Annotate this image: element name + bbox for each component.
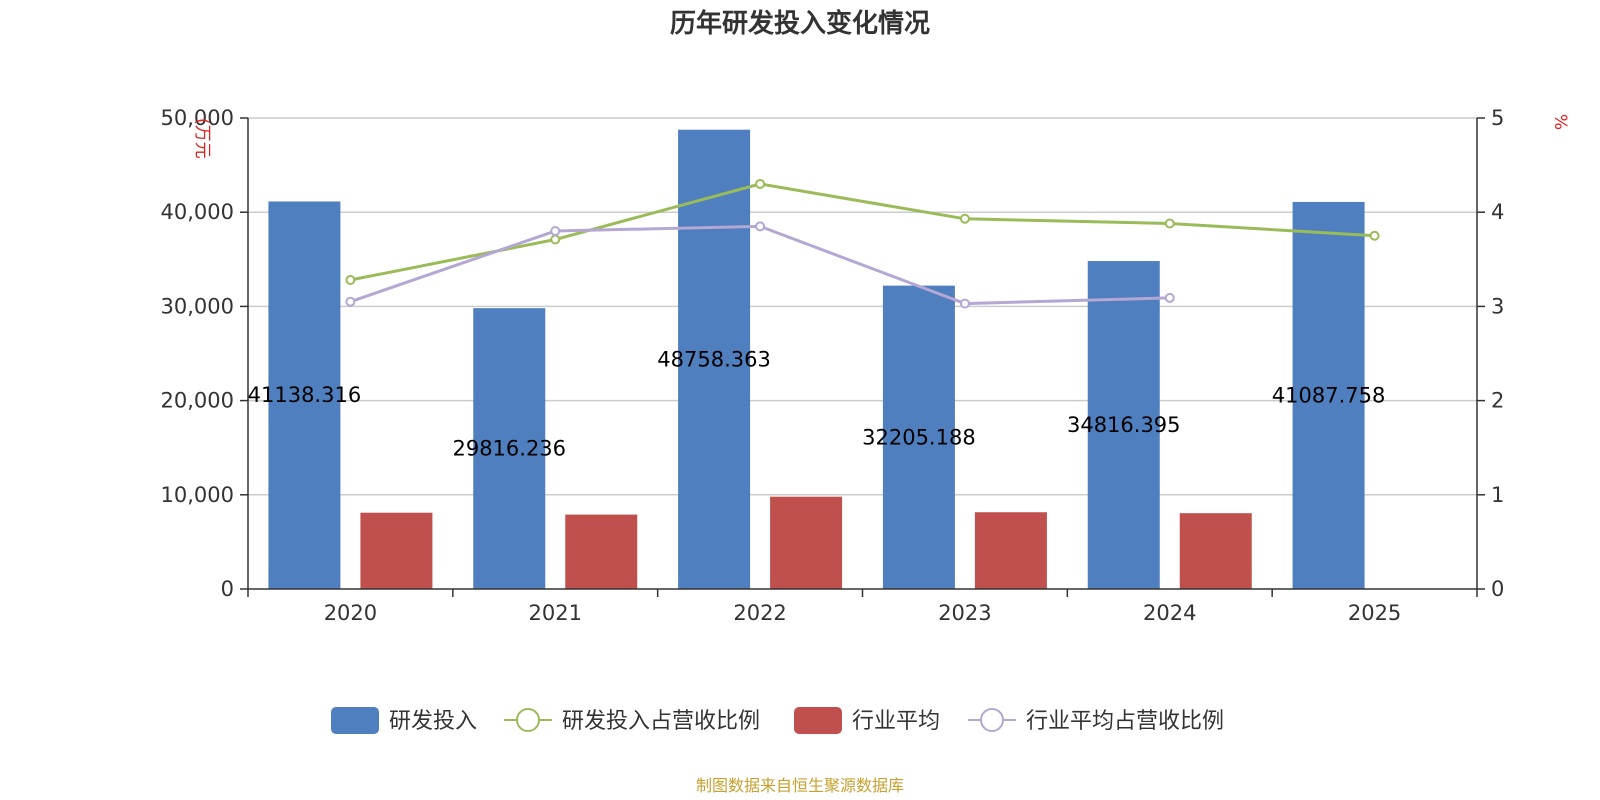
- line-rd-ratio: [350, 182, 1375, 282]
- data-label-rd-investment: 32205.188: [862, 425, 976, 449]
- x-axis-tick-label: 2025: [1348, 601, 1401, 625]
- legend: 研发投入 研发投入占营收比例 行业平均 行业平均占营收比例: [331, 707, 1224, 734]
- right-axis-tick-label: 4: [1491, 200, 1504, 224]
- legend-marker-rd-ratio: [516, 708, 540, 732]
- bar-industry-average: [565, 514, 638, 589]
- right-axis-unit: %: [1550, 114, 1570, 130]
- data-label-rd-investment: 41087.758: [1272, 383, 1386, 407]
- x-axis-tick-label: 2023: [938, 601, 991, 625]
- bar-rd-investment: [268, 201, 341, 590]
- bar-rd-investment: [882, 285, 955, 589]
- right-axis-tick-label: 0: [1491, 577, 1504, 601]
- source-note: 制图数据来自恒生聚源数据库: [696, 776, 904, 795]
- line-industry-ratio-point: [959, 298, 970, 309]
- bars: [268, 129, 1365, 590]
- left-axis-tick-label: 20,000: [161, 389, 234, 413]
- legend-label-industry-ratio: 行业平均占营收比例: [1026, 709, 1224, 734]
- grid: [248, 117, 1477, 496]
- bar-industry-average: [770, 496, 843, 589]
- left-axis-tick-label: 40,000: [161, 200, 234, 224]
- legend-marker-industry-ratio: [980, 708, 1004, 732]
- x-axis-tick-label: 2021: [529, 601, 582, 625]
- lines: [345, 178, 1380, 309]
- data-label-rd-investment: 34816.395: [1067, 413, 1181, 437]
- x-axis-tick-label: 2024: [1143, 601, 1196, 625]
- bar-rd-investment: [678, 129, 751, 589]
- legend-swatch-industry-average: [794, 707, 842, 734]
- line-rd-ratio-point: [550, 234, 561, 245]
- line-industry-ratio: [349, 224, 1170, 306]
- right-axis-tick-label: 2: [1491, 389, 1504, 413]
- bar-industry-average: [360, 512, 433, 589]
- left-axis-tick-label: 30,000: [161, 294, 234, 318]
- x-axis-tick-label: 2022: [733, 601, 786, 625]
- left-axis-tick-label: 50,000: [161, 106, 234, 130]
- bar-rd-investment: [1292, 201, 1365, 590]
- x-axis-tick-label: 2020: [324, 601, 377, 625]
- left-axis-tick-label: 10,000: [161, 483, 234, 507]
- left-axis-tick-label: 0: [221, 577, 234, 601]
- line-rd-ratio-point: [345, 275, 356, 286]
- data-label-rd-investment: 41138.316: [248, 383, 362, 407]
- chart-title: 历年研发投入变化情况: [670, 8, 930, 39]
- bar-rd-investment: [1087, 261, 1160, 589]
- bar-rd-investment: [473, 308, 546, 589]
- line-industry-ratio-point: [345, 296, 356, 307]
- line-rd-ratio-point: [1369, 230, 1380, 241]
- data-label-rd-investment: 48758.363: [657, 347, 771, 371]
- line-industry-ratio-point: [550, 226, 561, 237]
- data-labels: 41138.316 29816.236 48758.363 32205.188 3481…: [248, 347, 1386, 460]
- line-rd-ratio-point: [755, 178, 766, 189]
- bar-industry-average: [974, 512, 1047, 589]
- line-rd-ratio-point: [1164, 218, 1175, 229]
- legend-label-rd-ratio: 研发投入占营收比例: [562, 709, 760, 734]
- axes: 0 10,000 20,000 30,000 40,000 50,000 0 1 2 3 4 5 202…: [161, 106, 1505, 625]
- bar-industry-average: [1179, 513, 1252, 589]
- line-industry-ratio-point: [1164, 292, 1175, 303]
- line-industry-ratio-point: [755, 221, 766, 232]
- right-axis-tick-label: 3: [1491, 294, 1504, 318]
- right-axis-tick-label: 1: [1491, 483, 1504, 507]
- legend-swatch-rd-investment: [331, 707, 379, 734]
- right-axis-tick-label: 5: [1491, 106, 1504, 130]
- data-label-rd-investment: 29816.236: [452, 437, 566, 461]
- left-axis-unit: (万元: [192, 118, 212, 159]
- line-rd-ratio-point: [959, 213, 970, 224]
- legend-label-industry-average: 行业平均: [852, 709, 940, 734]
- legend-label-rd-investment: 研发投入: [389, 709, 477, 734]
